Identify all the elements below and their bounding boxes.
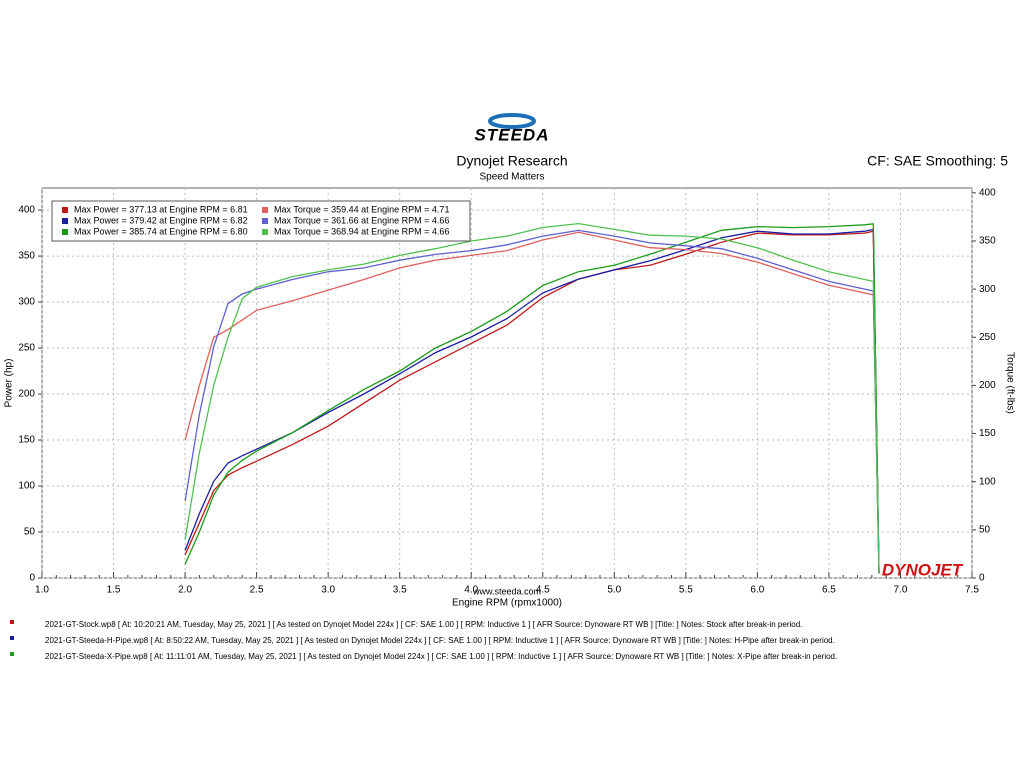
watermark: DYNOJET [882, 560, 964, 579]
x-tick-label: 4.5 [536, 585, 550, 596]
power-line [184, 228, 880, 574]
legend-swatch [62, 207, 68, 213]
run-description: 2021-GT-Stock.wp8 [ At: 10:20:21 AM, Tue… [45, 620, 802, 629]
legend-box [51, 200, 471, 242]
legend-swatch [62, 218, 68, 224]
x-tick-label: 5.0 [607, 585, 621, 596]
x-tick-label: 1.5 [107, 585, 121, 596]
run-description: 2021-GT-Steeda-H-Pipe.wp8 [ At: 8:50:22 … [45, 636, 835, 645]
x-tick-label: 3.5 [393, 585, 407, 596]
y-tick-label: 250 [18, 343, 35, 354]
y2-tick-label: 0 [979, 573, 985, 584]
y-tick-label: 300 [18, 297, 35, 308]
y2-tick-label: 350 [979, 236, 996, 247]
chart-title: Dynojet Research [456, 153, 567, 169]
chart-subtitle: Speed Matters [479, 172, 544, 183]
y2-tick-label: 100 [979, 476, 996, 487]
torque-line [184, 222, 880, 574]
legend-label: Max Power = 385.74 at Engine RPM = 6.80 [74, 226, 248, 236]
legend-label: Max Torque = 368.94 at Engine RPM = 4.66 [274, 226, 449, 236]
x-tick-label: 6.5 [822, 585, 836, 596]
y2-tick-label: 50 [979, 524, 991, 535]
legend-swatch [262, 207, 268, 213]
legend-swatch [262, 218, 268, 224]
legend-label: Max Power = 377.13 at Engine RPM = 6.81 [74, 204, 248, 214]
x-tick-label: 7.0 [894, 585, 908, 596]
y-tick-label: 350 [18, 251, 35, 262]
y2-tick-label: 300 [979, 284, 996, 295]
legend-swatch [262, 229, 268, 235]
y2-tick-label: 250 [979, 332, 996, 343]
y2-tick-label: 150 [979, 428, 996, 439]
y-tick-label: 400 [18, 205, 35, 216]
logo-swoosh [488, 113, 536, 129]
y-tick-label: 0 [29, 573, 35, 584]
run-marker [10, 636, 14, 640]
torque-line [184, 229, 880, 574]
legend-label: Max Power = 379.42 at Engine RPM = 6.82 [74, 215, 248, 225]
logo: STEEDA [475, 113, 550, 144]
x-tick-label: 1.0 [35, 585, 49, 596]
y-tick-label: 50 [24, 527, 36, 538]
legend-swatch [62, 229, 68, 235]
run-description: 2021-GT-Steeda-X-Pipe.wp8 [ At: 11:11:01… [45, 652, 837, 661]
y-axis-label: Power (hp) [4, 359, 15, 408]
x-tick-label: 2.0 [178, 585, 192, 596]
run-marker [10, 620, 14, 624]
y-tick-label: 150 [18, 435, 35, 446]
power-line [184, 223, 880, 574]
source: www.steeda.com [472, 586, 541, 596]
x-tick-label: 6.0 [750, 585, 764, 596]
x-tick-label: 3.0 [321, 585, 335, 596]
power-line [184, 230, 880, 574]
y-tick-label: 200 [18, 389, 35, 400]
y2-axis-label: Torque (ft-lbs) [1004, 352, 1015, 414]
plot-area [41, 187, 973, 579]
x-tick-label: 4.0 [464, 585, 478, 596]
run-marker [10, 652, 14, 656]
legend-label: Max Torque = 359.44 at Engine RPM = 4.71 [274, 204, 449, 214]
corner-note: CF: SAE Smoothing: 5 [867, 153, 1008, 169]
y-tick-label: 100 [18, 481, 35, 492]
y2-tick-label: 200 [979, 380, 996, 391]
x-axis-label: Engine RPM (rpmx1000) [452, 598, 562, 609]
logo-text: STEEDA [475, 125, 550, 144]
torque-line [184, 231, 880, 574]
x-tick-label: 7.5 [965, 585, 979, 596]
y2-tick-label: 400 [979, 187, 996, 198]
legend-label: Max Torque = 361.66 at Engine RPM = 4.66 [274, 215, 449, 225]
x-tick-label: 5.5 [679, 585, 693, 596]
x-tick-label: 2.5 [250, 585, 264, 596]
